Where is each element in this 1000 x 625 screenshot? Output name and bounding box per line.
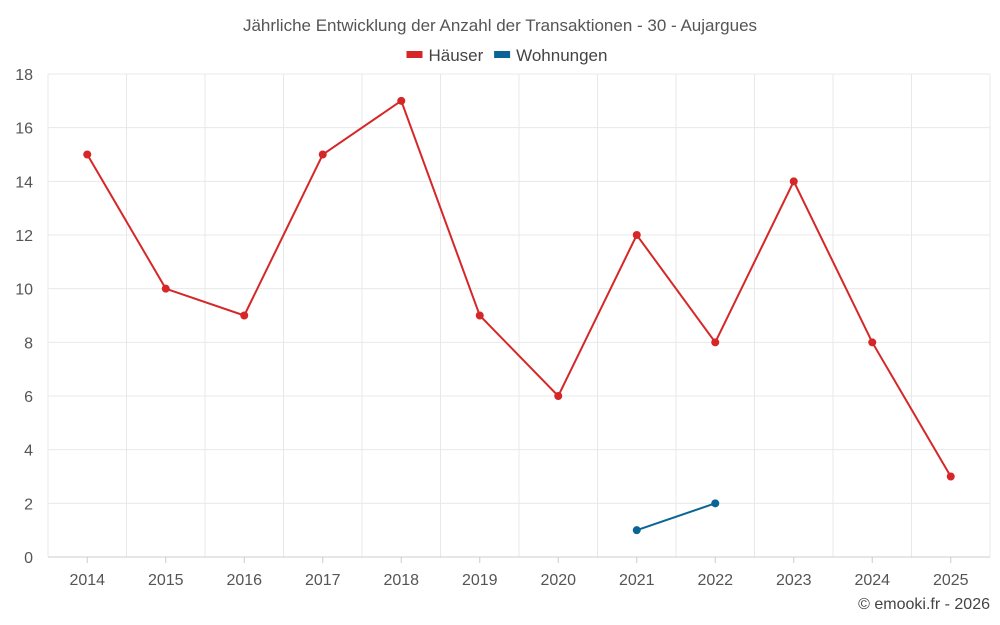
data-point[interactable] <box>397 96 406 105</box>
x-tick-label: 2021 <box>619 572 655 589</box>
x-tick-label: 2018 <box>383 572 419 589</box>
y-tick-label: 2 <box>24 496 33 513</box>
y-tick-label: 8 <box>24 335 33 352</box>
legend-swatch <box>406 51 423 58</box>
data-point[interactable] <box>318 150 327 159</box>
y-tick-label: 0 <box>24 550 33 567</box>
data-point[interactable] <box>868 338 877 347</box>
x-tick-label: 2014 <box>69 572 105 589</box>
data-point[interactable] <box>161 284 170 293</box>
legend-swatch <box>494 51 511 58</box>
data-point[interactable] <box>632 231 641 239</box>
legend-item[interactable]: Wohnungen <box>494 46 607 65</box>
data-point[interactable] <box>83 150 92 159</box>
y-tick-label: 18 <box>15 67 33 84</box>
data-point[interactable] <box>475 311 484 320</box>
x-tick-label: 2025 <box>933 572 969 589</box>
grid <box>47 73 991 557</box>
y-tick-label: 4 <box>24 443 33 460</box>
x-tick-label: 2016 <box>226 572 262 589</box>
series-line <box>86 99 952 478</box>
legend-label: Häuser <box>429 46 484 65</box>
legend: Häuser Wohnungen <box>406 46 607 65</box>
data-point[interactable] <box>789 177 798 186</box>
series-line <box>636 502 716 532</box>
x-tick-label: 2017 <box>305 572 341 589</box>
x-tick-label: 2020 <box>540 572 576 589</box>
credit-text: © emooki.fr - 2026 <box>858 596 990 613</box>
data-point[interactable] <box>554 392 563 400</box>
x-tick-label: 2019 <box>462 572 498 589</box>
data-point[interactable] <box>240 311 249 320</box>
x-tick-label: 2015 <box>148 572 184 589</box>
series-group <box>83 96 955 535</box>
y-tick-label: 12 <box>15 228 33 245</box>
chart-title: Jährliche Entwicklung der Anzahl der Tra… <box>243 16 757 35</box>
series-1 <box>632 499 720 535</box>
y-tick-label: 16 <box>15 121 33 138</box>
y-tick-label: 10 <box>15 282 33 299</box>
x-tick-label: 2022 <box>697 572 733 589</box>
data-point[interactable] <box>632 526 641 535</box>
y-axis-ticks: 0 2 4 6 8 10 12 14 16 18 <box>15 67 33 567</box>
x-tick-label: 2023 <box>776 572 812 589</box>
legend-item[interactable]: Häuser <box>406 46 484 65</box>
x-axis-ticks: 2014 2015 2016 2017 2018 2019 2020 2021 2022 2023… <box>69 557 969 589</box>
legend-label: Wohnungen <box>516 46 607 65</box>
data-point[interactable] <box>711 338 720 347</box>
y-tick-label: 6 <box>24 389 33 406</box>
x-tick-label: 2024 <box>854 572 890 589</box>
series-0 <box>83 96 955 481</box>
y-tick-label: 14 <box>15 174 33 191</box>
data-point[interactable] <box>946 472 955 481</box>
data-point[interactable] <box>711 499 720 508</box>
